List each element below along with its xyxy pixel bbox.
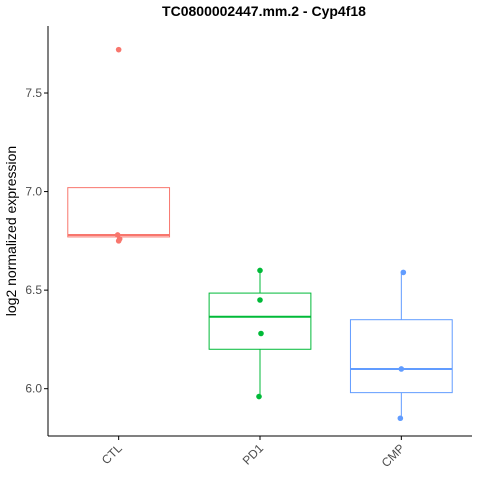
data-point xyxy=(398,366,405,372)
box-group-pd1 xyxy=(208,267,312,400)
x-tick-label-ctl: CTL xyxy=(99,441,125,467)
y-tick-label: 6.0 xyxy=(25,382,42,396)
data-point xyxy=(115,46,122,53)
y-axis: 6.0 6.5 7.0 7.5 xyxy=(25,86,48,396)
x-tick-label-pd1: PD1 xyxy=(240,441,267,468)
data-point xyxy=(397,415,404,422)
data-point xyxy=(256,393,262,400)
data-point xyxy=(257,297,263,303)
box-group-cmp xyxy=(349,269,453,422)
data-point xyxy=(257,267,263,274)
y-tick-label: 6.5 xyxy=(25,283,42,297)
chart-title: TC0800002447.mm.2 - Cyp4f18 xyxy=(162,3,366,19)
box xyxy=(67,187,171,238)
plot-panel xyxy=(67,46,453,422)
box-group-ctl xyxy=(67,46,171,244)
box xyxy=(349,319,453,394)
x-tick-label-cmp: CMP xyxy=(379,441,408,470)
y-tick-label: 7.5 xyxy=(25,86,42,100)
y-axis-title-group: log2 normalized expression xyxy=(3,146,19,316)
data-point xyxy=(258,330,264,337)
box xyxy=(208,292,312,350)
data-point xyxy=(400,269,407,276)
y-axis-title: log2 normalized expression xyxy=(3,146,19,316)
x-axis: CTL PD1 CMP xyxy=(99,436,408,470)
data-point xyxy=(115,238,122,244)
y-tick-label: 7.0 xyxy=(25,185,42,199)
